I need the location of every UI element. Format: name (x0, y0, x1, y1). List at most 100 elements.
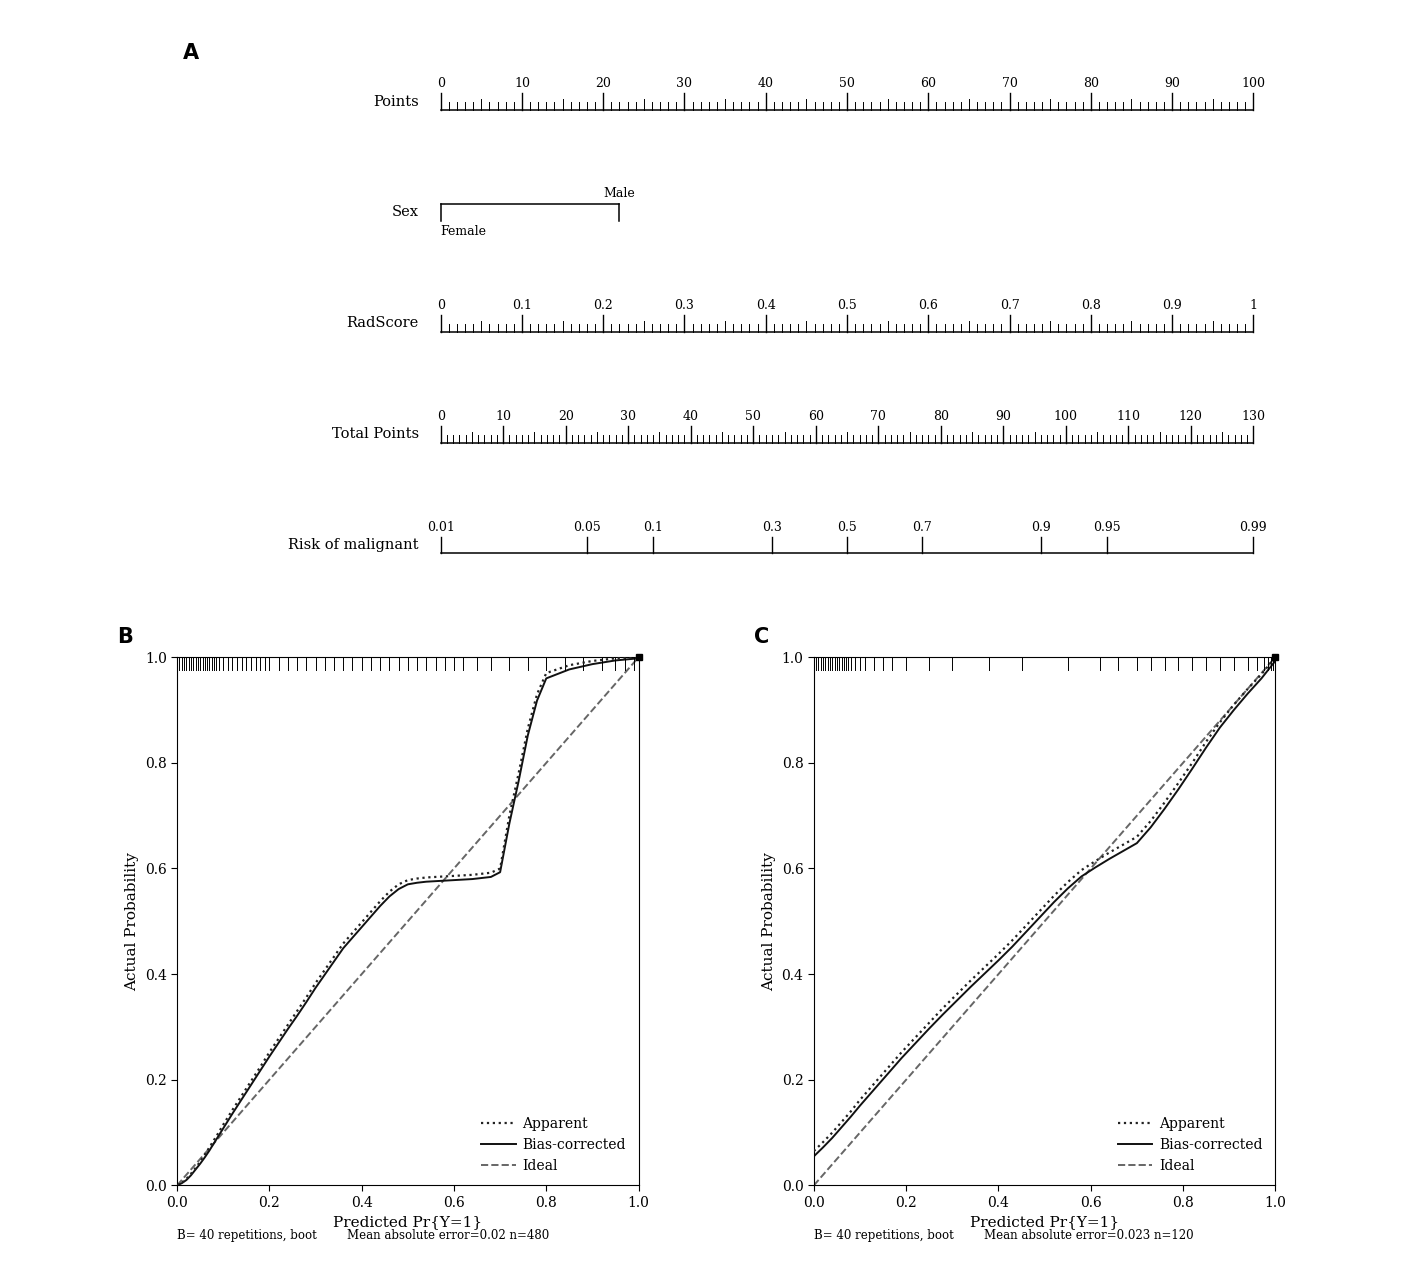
Text: 0.8: 0.8 (1081, 299, 1101, 311)
Text: 0.5: 0.5 (837, 521, 857, 533)
Bias-corrected (538, 671, 555, 686)
Text: 60: 60 (808, 410, 823, 422)
Apparent (1073, 863, 1090, 878)
Bias-corrected (519, 728, 536, 743)
Apparent (381, 884, 398, 899)
Apparent (990, 947, 1007, 962)
Text: 0: 0 (436, 299, 445, 311)
Apparent (261, 1044, 278, 1059)
Apparent (1183, 755, 1200, 770)
Text: 80: 80 (1083, 77, 1098, 90)
Apparent (169, 1178, 186, 1193)
Apparent (289, 1004, 306, 1019)
Apparent (1087, 854, 1104, 869)
Bias-corrected (805, 1149, 822, 1164)
Legend: Apparent, Bias-corrected, Ideal: Apparent, Bias-corrected, Ideal (475, 1111, 632, 1178)
Bias-corrected (1017, 924, 1034, 939)
Bias-corrected (436, 873, 453, 888)
Bias-corrected (473, 870, 490, 885)
Apparent (455, 868, 472, 883)
Apparent (805, 1144, 822, 1159)
Bias-corrected (510, 774, 527, 789)
Bias-corrected (224, 1106, 241, 1121)
Bias-corrected (205, 1135, 222, 1150)
Bias-corrected (298, 995, 315, 1010)
Text: 30: 30 (621, 410, 636, 422)
Text: A: A (183, 43, 198, 63)
Apparent (298, 990, 315, 1005)
Bias-corrected (500, 816, 517, 831)
Text: 90: 90 (995, 410, 1012, 422)
Apparent (500, 808, 517, 823)
Text: 0.3: 0.3 (674, 299, 694, 311)
Bias-corrected (1253, 671, 1270, 686)
Bias-corrected (1101, 851, 1118, 866)
Bias-corrected (815, 1140, 832, 1155)
Bias-corrected (1142, 820, 1159, 835)
Apparent (334, 936, 351, 951)
Bias-corrected (363, 909, 380, 924)
Bias-corrected (1226, 702, 1243, 718)
Text: Female: Female (441, 226, 486, 238)
Bias-corrected (1156, 801, 1173, 816)
Bias-corrected (866, 1082, 883, 1097)
Apparent (1032, 903, 1049, 918)
Y-axis label: Actual Probability: Actual Probability (762, 852, 777, 991)
Bias-corrected (316, 967, 333, 982)
Apparent (935, 1000, 952, 1015)
Bias-corrected (400, 876, 417, 892)
Bias-corrected (279, 1021, 296, 1037)
Bias-corrected (948, 992, 965, 1008)
Apparent (879, 1061, 896, 1076)
Apparent (1156, 794, 1173, 810)
Apparent (1101, 845, 1118, 860)
Text: 0.2: 0.2 (594, 299, 614, 311)
Text: 0.05: 0.05 (572, 521, 601, 533)
Apparent (823, 1125, 840, 1140)
Text: 0.6: 0.6 (918, 299, 938, 311)
Line: Apparent: Apparent (177, 657, 639, 1185)
Line: Bias-corrected: Bias-corrected (813, 661, 1275, 1156)
Apparent (473, 866, 490, 881)
Apparent (492, 861, 509, 876)
Bias-corrected (1058, 881, 1076, 897)
Text: 100: 100 (1241, 77, 1265, 90)
Bias-corrected (201, 1142, 218, 1158)
Bias-corrected (179, 1173, 196, 1188)
Bias-corrected (408, 875, 425, 890)
Text: 10: 10 (514, 77, 530, 90)
Apparent (197, 1148, 214, 1163)
Text: Sex: Sex (391, 206, 419, 219)
Bias-corrected (1267, 653, 1284, 668)
Text: 60: 60 (920, 77, 937, 90)
Bias-corrected (234, 1092, 251, 1107)
Apparent (187, 1160, 204, 1175)
Bias-corrected (326, 953, 343, 968)
Apparent (463, 868, 480, 883)
Text: 0.01: 0.01 (427, 521, 455, 533)
Bias-corrected (191, 1156, 208, 1171)
Bias-corrected (1087, 860, 1104, 875)
Bias-corrected (561, 662, 578, 677)
Text: 0.95: 0.95 (1094, 521, 1121, 533)
Text: 20: 20 (595, 77, 611, 90)
Bias-corrected (852, 1098, 869, 1113)
Line: Bias-corrected: Bias-corrected (177, 658, 639, 1185)
Apparent (210, 1125, 227, 1140)
Text: 0.5: 0.5 (837, 299, 857, 311)
Text: 120: 120 (1179, 410, 1203, 422)
Apparent (279, 1018, 296, 1033)
Apparent (1142, 813, 1159, 828)
Text: Total Points: Total Points (332, 427, 419, 441)
Y-axis label: Actual Probability: Actual Probability (125, 852, 139, 991)
Bias-corrected (962, 980, 979, 995)
Apparent (1003, 933, 1020, 948)
Apparent (179, 1171, 196, 1187)
Bias-corrected (371, 898, 388, 913)
Apparent (326, 950, 343, 965)
Bias-corrected (1197, 740, 1214, 755)
Apparent (353, 914, 370, 929)
Apparent (371, 894, 388, 909)
Text: Male: Male (604, 187, 635, 199)
Bias-corrected (197, 1150, 214, 1165)
